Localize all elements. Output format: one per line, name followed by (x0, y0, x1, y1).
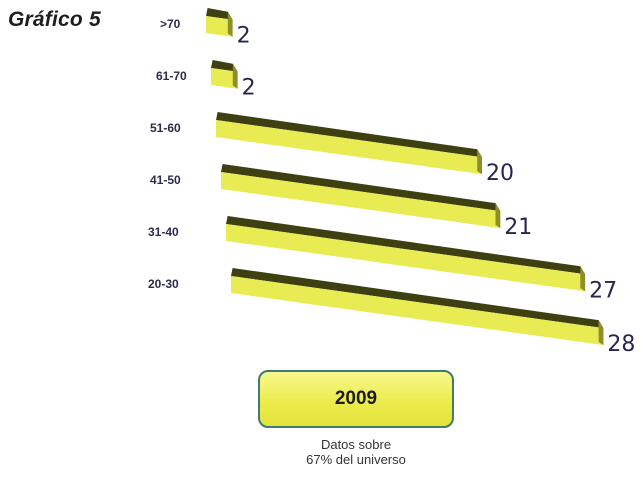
bar-top-face (226, 216, 586, 275)
bar-top-face (216, 112, 482, 158)
bar-20-30 (231, 268, 604, 346)
bar-end-cap (580, 266, 586, 292)
category-label: 31-40 (148, 225, 179, 239)
bar-front-face (211, 68, 238, 89)
bar-end-cap (598, 320, 604, 346)
category-label: 61-70 (156, 69, 187, 83)
bar-41-50 (221, 164, 501, 229)
bar-top-face (221, 164, 501, 212)
figure-label: Gráfico 5 (8, 8, 101, 31)
bar-end-cap (232, 63, 238, 89)
category-label: >70 (160, 17, 181, 31)
value-label: 2 (237, 24, 251, 49)
category-label: 51-60 (150, 121, 181, 135)
bar-front-face (231, 276, 604, 346)
note-line-1: Datos sobre (320, 437, 392, 452)
bar-end-cap (477, 149, 482, 175)
bar-top-face (211, 60, 238, 72)
bar-front-face (216, 120, 482, 175)
bar-51-60 (216, 112, 482, 175)
value-label: 28 (607, 332, 635, 357)
bar-top-face (206, 8, 233, 20)
value-label: 20 (486, 161, 514, 186)
bar-front-face (206, 16, 233, 37)
data-note: Datos sobre 67% del universo (258, 437, 454, 467)
category-label: 41-50 (150, 173, 181, 187)
value-label: 27 (589, 278, 617, 303)
value-label: 21 (504, 215, 532, 240)
bar-61-70 (211, 60, 238, 89)
value-label: 2 (242, 76, 256, 101)
bar-top-face (231, 268, 604, 329)
bar-end-cap (495, 203, 501, 229)
note-line-2: 67% del universo (306, 452, 406, 467)
category-label: 20-30 (148, 277, 179, 291)
bar->70 (206, 8, 233, 37)
bar-31-40 (226, 216, 586, 292)
year-box: 2009 (258, 370, 454, 428)
bar-front-face (226, 224, 586, 292)
bar-front-face (221, 172, 501, 229)
bar-end-cap (227, 11, 233, 37)
